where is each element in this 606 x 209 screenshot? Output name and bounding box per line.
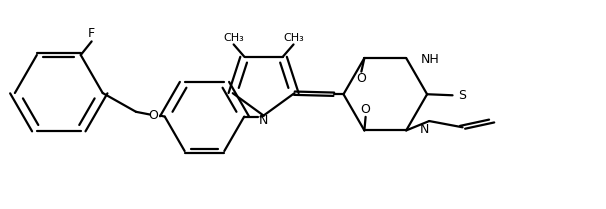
- Text: O: O: [148, 109, 158, 122]
- Text: CH₃: CH₃: [283, 33, 304, 43]
- Text: NH: NH: [421, 53, 439, 66]
- Text: O: O: [361, 103, 370, 116]
- Text: O: O: [356, 72, 366, 85]
- Text: N: N: [259, 114, 268, 127]
- Text: S: S: [458, 89, 466, 102]
- Text: F: F: [88, 27, 95, 40]
- Text: N: N: [419, 123, 429, 136]
- Text: CH₃: CH₃: [223, 33, 244, 43]
